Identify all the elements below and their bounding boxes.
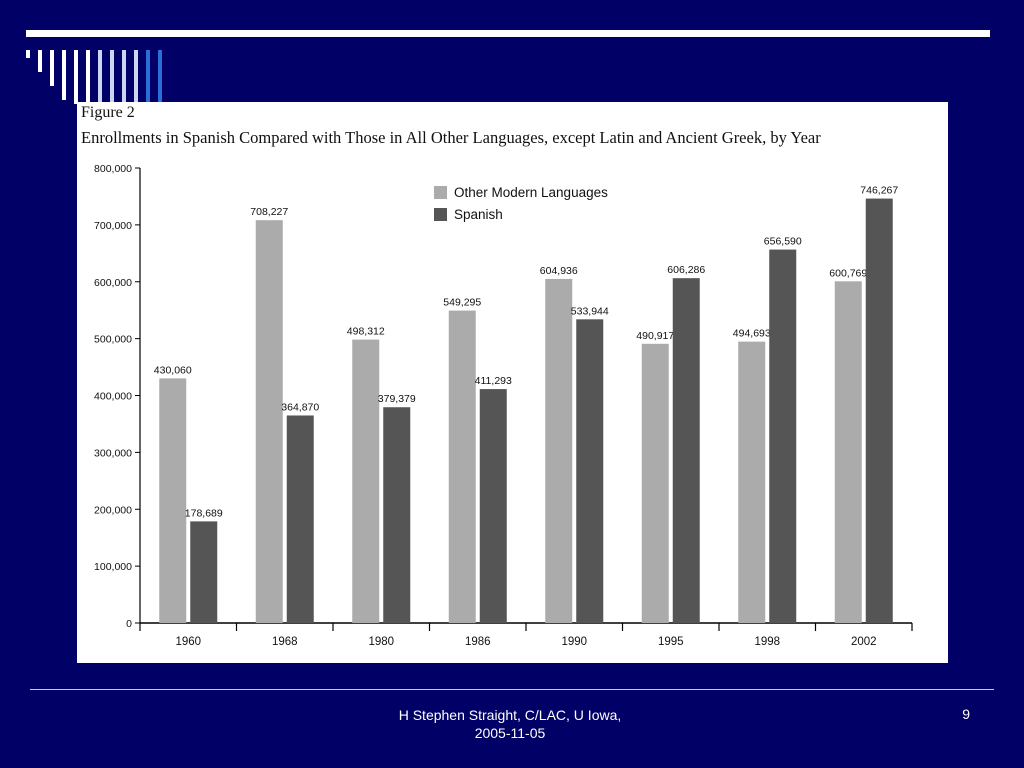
y-tick-label: 0 [126, 618, 132, 630]
data-label: 708,227 [250, 206, 288, 218]
bar-spanish [383, 407, 411, 623]
stripe [86, 50, 90, 104]
bar-other-modern-languages [545, 278, 573, 623]
stripe [26, 50, 30, 58]
figure-label: Figure 2 [81, 104, 135, 121]
data-label: 494,693 [733, 328, 771, 340]
stripe [38, 50, 42, 72]
data-label: 430,060 [154, 364, 192, 376]
page-number: 9 [962, 706, 970, 722]
x-tick-label: 1998 [754, 636, 780, 648]
bar-other-modern-languages [738, 341, 766, 623]
bar-other-modern-languages [352, 339, 380, 623]
x-tick-label: 1995 [658, 636, 684, 648]
bar-spanish [672, 278, 700, 623]
stripe [98, 50, 102, 104]
y-tick-label: 300,000 [94, 447, 132, 459]
x-tick-label: 1986 [465, 636, 491, 648]
footer-author-line2: 2005-11-05 [474, 725, 546, 741]
footer-author: H Stephen Straight, C/LAC, U Iowa, 2005-… [320, 706, 700, 742]
data-label: 600,769 [829, 267, 867, 279]
data-label: 746,267 [860, 185, 898, 197]
stripe [50, 50, 54, 86]
stripe [158, 50, 162, 104]
y-tick-label: 200,000 [94, 504, 132, 516]
bar-spanish [769, 249, 797, 623]
data-label: 498,312 [347, 326, 385, 338]
stripe [62, 50, 66, 100]
x-tick-label: 1990 [561, 636, 587, 648]
bar-other-modern-languages [641, 343, 669, 623]
y-tick-label: 500,000 [94, 334, 132, 346]
data-label: 490,917 [636, 330, 674, 342]
data-label: 549,295 [443, 297, 481, 309]
top-rule [26, 30, 990, 37]
stripe [110, 50, 114, 104]
decorative-stripes [26, 50, 162, 104]
x-tick-label: 1980 [368, 636, 394, 648]
stripe [134, 50, 138, 104]
bar-spanish [286, 415, 314, 623]
data-label: 178,689 [185, 507, 223, 519]
x-tick-label: 2002 [851, 636, 877, 648]
x-tick-label: 1968 [272, 636, 298, 648]
stripe [146, 50, 150, 104]
figure-panel: Figure 2 Enrollments in Spanish Compared… [77, 102, 948, 663]
bar-spanish [576, 319, 604, 623]
bar-other-modern-languages [159, 378, 187, 623]
bar-spanish [865, 198, 893, 623]
stripe [74, 50, 78, 104]
data-label: 411,293 [475, 375, 512, 387]
legend-swatch [434, 186, 447, 199]
y-tick-label: 700,000 [94, 220, 132, 232]
x-tick-label: 1960 [175, 636, 201, 648]
stripe [122, 50, 126, 104]
bar-other-modern-languages [255, 220, 283, 623]
y-tick-label: 100,000 [94, 561, 132, 573]
y-tick-label: 600,000 [94, 277, 132, 289]
legend-label: Other Modern Languages [454, 185, 608, 200]
bottom-rule [30, 689, 994, 690]
bar-spanish [479, 389, 507, 623]
bar-other-modern-languages [448, 310, 476, 623]
data-label: 606,286 [667, 264, 705, 276]
bar-chart: 0 100,000 200,000 300,000 400,000 500,000 600,… [94, 163, 913, 648]
data-label: 656,590 [764, 236, 802, 248]
chart-title: Enrollments in Spanish Compared with Tho… [81, 128, 821, 147]
data-label: 604,936 [540, 265, 578, 277]
legend-swatch [434, 208, 447, 221]
data-label: 364,870 [281, 401, 319, 413]
footer-author-line1: H Stephen Straight, C/LAC, U Iowa, [398, 707, 622, 723]
y-tick-label: 800,000 [94, 163, 132, 175]
data-label: 533,944 [571, 305, 609, 317]
legend-label: Spanish [454, 207, 503, 222]
bar-other-modern-languages [834, 281, 862, 623]
bar-spanish [190, 521, 218, 623]
data-label: 379,379 [378, 393, 416, 405]
y-tick-label: 400,000 [94, 391, 132, 403]
